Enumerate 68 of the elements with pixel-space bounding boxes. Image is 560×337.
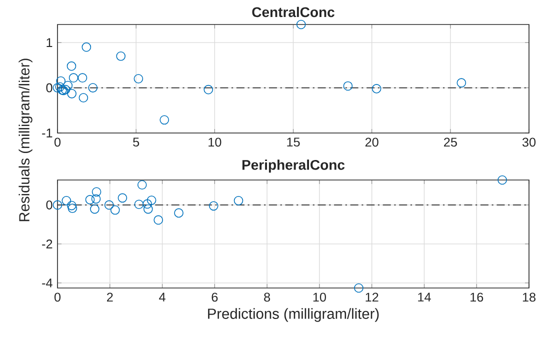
y-tick-label: 0 — [46, 83, 52, 92]
x-tick-label: 20 — [365, 138, 378, 147]
point — [234, 196, 244, 206]
point — [204, 84, 214, 94]
x-tick-label: 0 — [54, 138, 61, 147]
point — [56, 76, 66, 86]
point — [160, 115, 170, 125]
point — [85, 195, 95, 204]
point — [208, 201, 218, 211]
point — [52, 200, 62, 210]
point — [343, 81, 353, 91]
point — [296, 20, 306, 30]
point — [91, 194, 101, 204]
y-tick-label: 0 — [46, 200, 52, 210]
point — [110, 205, 120, 215]
point — [146, 196, 156, 205]
point — [142, 199, 152, 209]
point — [52, 83, 62, 92]
point — [78, 93, 88, 102]
point — [66, 61, 76, 71]
point — [137, 180, 147, 190]
point — [78, 73, 88, 83]
x-tick-label: 30 — [522, 138, 536, 147]
chart-title: PeripheralConc — [242, 160, 345, 173]
point — [82, 42, 92, 52]
x-tick-label: 12 — [366, 292, 378, 302]
x-tick-label: 5 — [133, 138, 140, 147]
x-axis-title: Predictions (milligram/liter) — [208, 308, 379, 322]
point — [66, 200, 76, 210]
x-tick-label: 16 — [470, 292, 484, 302]
x-tick-label: 2 — [107, 292, 113, 302]
point — [55, 82, 65, 92]
point — [62, 196, 72, 206]
point — [90, 204, 100, 214]
x-tick-label: 25 — [444, 138, 457, 147]
point — [68, 204, 78, 213]
point — [92, 187, 102, 197]
point — [154, 215, 164, 225]
point — [174, 208, 184, 218]
x-tick-label: 8 — [264, 292, 270, 302]
point — [498, 175, 507, 185]
point — [104, 200, 114, 210]
y-tick-label: -4 — [42, 278, 52, 288]
point — [134, 74, 144, 84]
x-tick-label: 10 — [208, 138, 222, 147]
point — [68, 73, 78, 83]
point — [63, 80, 73, 90]
point — [118, 193, 128, 203]
x-tick-label: 18 — [522, 292, 536, 302]
y-tick-label: 1 — [46, 38, 52, 47]
x-tick-label: 15 — [287, 138, 300, 147]
point — [88, 83, 98, 92]
point — [134, 200, 144, 210]
point — [67, 89, 76, 98]
point — [143, 204, 153, 214]
x-tick-label: 0 — [54, 292, 61, 302]
y-tick-label: -2 — [42, 240, 52, 248]
x-tick-label: 6 — [212, 292, 218, 302]
point — [116, 51, 126, 61]
point — [372, 84, 382, 94]
x-tick-label: 14 — [418, 292, 431, 302]
chart-title: CentralConc — [252, 6, 334, 18]
point — [456, 78, 466, 88]
point — [354, 283, 364, 293]
x-tick-label: 10 — [313, 292, 326, 302]
y-axis-title: Residuals (milligram/liter) — [18, 58, 32, 222]
x-tick-label: 4 — [159, 292, 166, 302]
y-tick-label: -1 — [42, 128, 52, 138]
